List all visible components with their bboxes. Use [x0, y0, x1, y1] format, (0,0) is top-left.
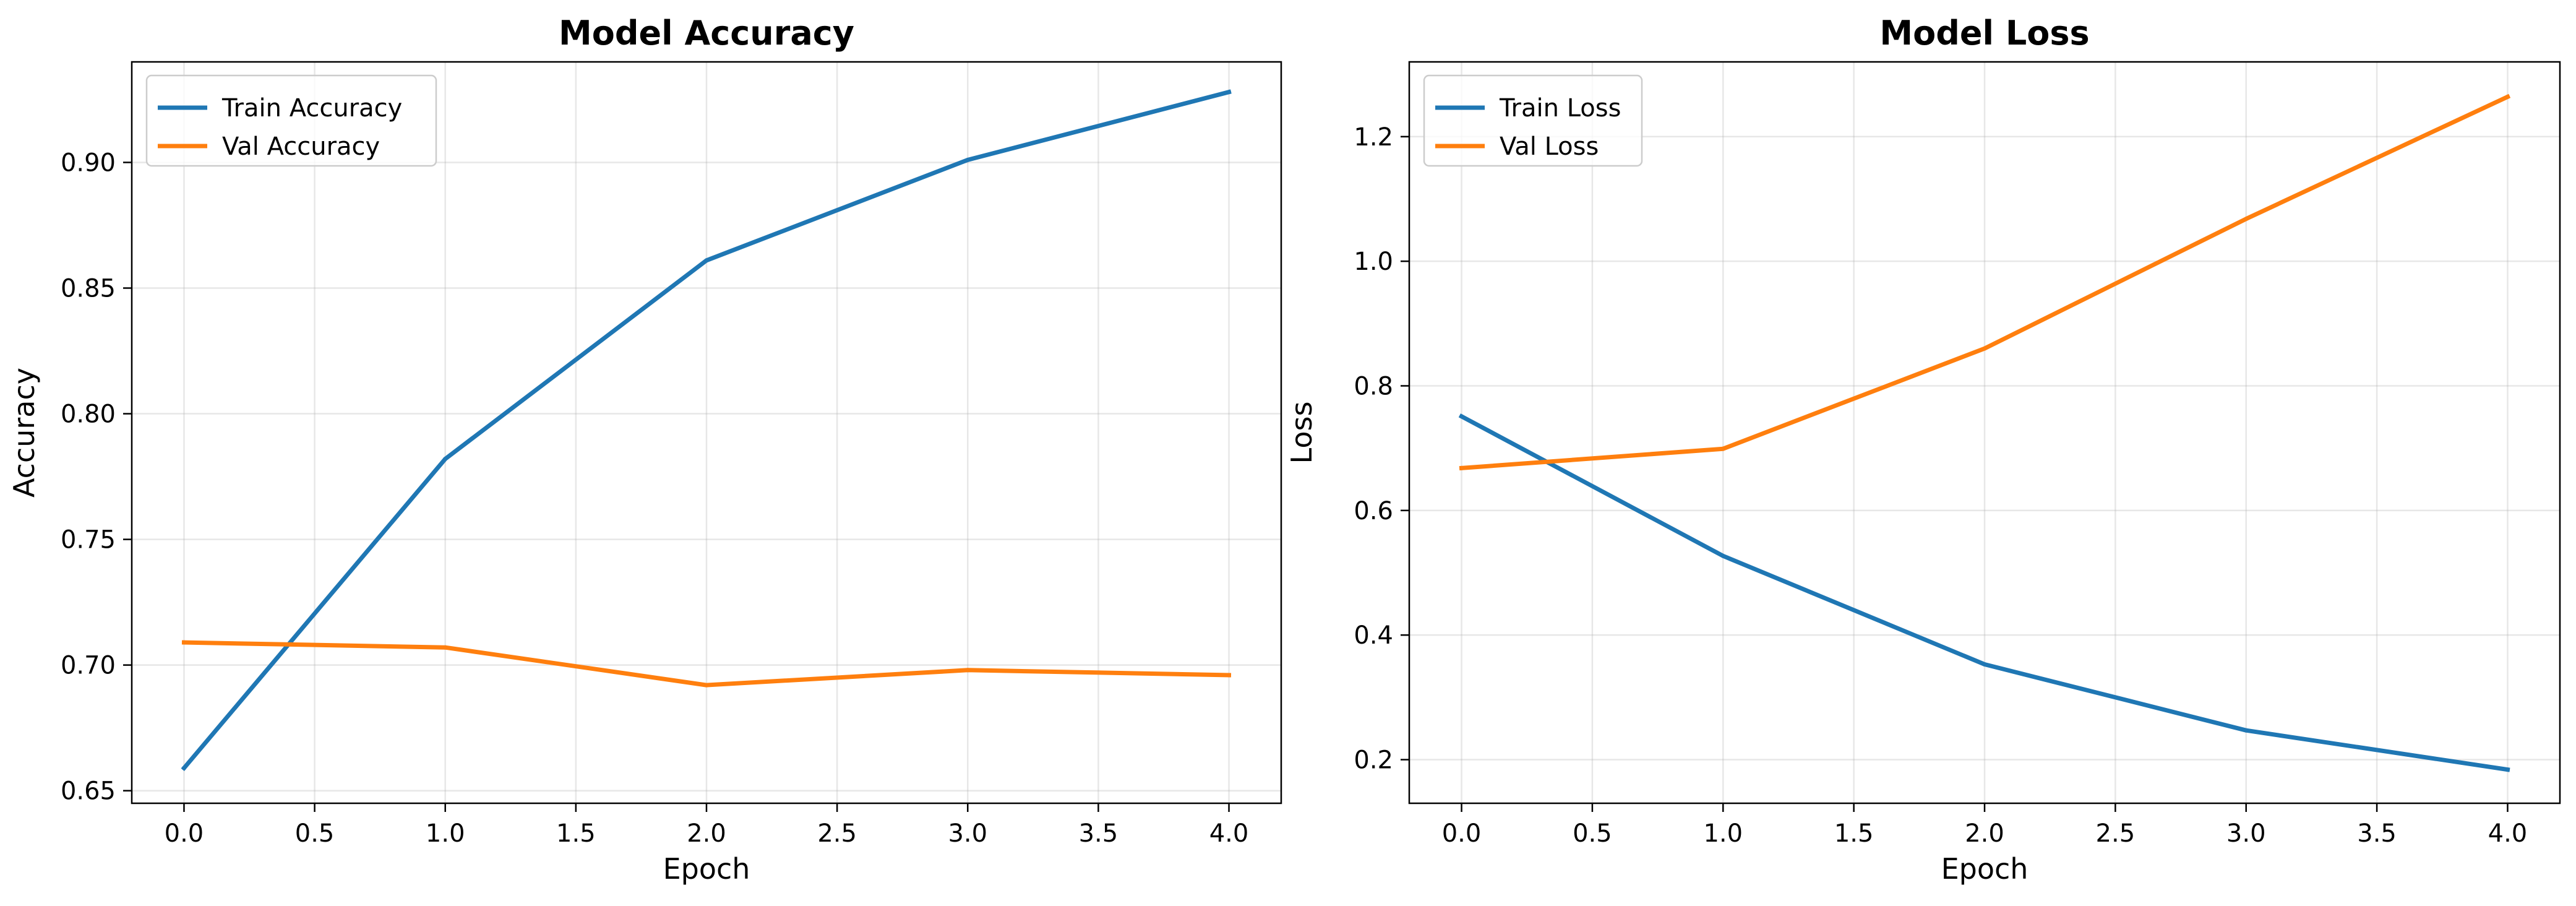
accuracy-y-tick-label-2: 0.75 — [61, 526, 116, 554]
accuracy-x-tick-label-1: 0.5 — [295, 819, 335, 848]
loss-chart-title: Model Loss — [1879, 14, 2089, 53]
accuracy-x-axis-label: Epoch — [663, 852, 750, 886]
loss-x-tick-label-6: 3.0 — [2226, 819, 2266, 848]
loss-x-tick-label-7: 3.5 — [2357, 819, 2397, 848]
data-point-train-accuracy-4 — [1227, 90, 1232, 95]
accuracy-x-tick-label-5: 2.5 — [817, 819, 857, 848]
data-point-train-accuracy-3 — [965, 157, 970, 162]
loss-legend: Train Loss Val Loss — [1423, 74, 1643, 167]
data-point-val-accuracy-1 — [443, 645, 448, 650]
accuracy-x-tick-label-3: 1.5 — [556, 819, 596, 848]
loss-x-tick-label-4: 2.0 — [1965, 819, 2004, 848]
loss-x-axis-label: Epoch — [1941, 852, 2029, 886]
data-point-val-accuracy-2 — [704, 683, 709, 688]
accuracy-y-tick-label-3: 0.80 — [61, 400, 116, 429]
data-point-train-loss-0 — [1459, 414, 1464, 419]
legend-label-val-accuracy: Val Accuracy — [222, 132, 380, 161]
loss-x-tick-label-2: 1.0 — [1703, 819, 1743, 848]
data-point-train-accuracy-1 — [443, 457, 448, 462]
loss-series-group — [1458, 93, 2511, 772]
accuracy-x-tick-label-0: 0.0 — [165, 819, 204, 848]
loss-y-tick-label-3: 0.8 — [1354, 372, 1393, 400]
loss-legend-frame — [1423, 74, 1643, 167]
accuracy-series-group — [181, 89, 1232, 772]
data-point-train-accuracy-0 — [181, 766, 186, 770]
accuracy-chart-panel: 0.0 0.5 1.0 1.5 2.0 2.5 3.0 3.5 4.0 0.65 0.70 0.75 0… — [7, 14, 1282, 886]
accuracy-legend-frame — [145, 74, 437, 167]
accuracy-x-tick-label-8: 4.0 — [1209, 819, 1249, 848]
loss-x-tick-label-3: 1.5 — [1834, 819, 1874, 848]
accuracy-x-tick-label-2: 1.0 — [426, 819, 465, 848]
accuracy-y-tick-label-4: 0.85 — [61, 274, 116, 303]
data-point-train-loss-2 — [1982, 662, 1987, 667]
data-point-val-loss-1 — [1720, 446, 1725, 451]
loss-y-tick-label-0: 0.2 — [1354, 746, 1393, 775]
loss-y-tick-label-1: 0.4 — [1354, 621, 1393, 650]
loss-y-tick-label-2: 0.6 — [1354, 497, 1393, 525]
loss-x-tick-label-0: 0.0 — [1442, 819, 1482, 848]
accuracy-chart-title: Model Accuracy — [559, 14, 854, 53]
data-point-train-loss-1 — [1720, 553, 1725, 558]
accuracy-y-tick-label-0: 0.65 — [61, 777, 116, 806]
accuracy-grid — [132, 62, 1281, 803]
loss-x-tick-label-8: 4.0 — [2488, 819, 2528, 848]
loss-y-axis-label: Loss — [1285, 402, 1318, 464]
loss-ticks: 0.0 0.5 1.0 1.5 2.0 2.5 3.0 3.5 4.0 0.2 0.4 0.6 0.8 1… — [1354, 123, 2527, 848]
accuracy-y-axis-label: Accuracy — [7, 368, 41, 498]
legend-label-train-loss: Train Loss — [1499, 94, 1621, 123]
accuracy-y-tick-label-1: 0.70 — [61, 652, 116, 680]
data-point-train-accuracy-2 — [704, 258, 709, 263]
accuracy-x-tick-label-7: 3.5 — [1079, 819, 1118, 848]
legend-label-train-accuracy: Train Accuracy — [221, 94, 402, 123]
loss-chart-panel: 0.0 0.5 1.0 1.5 2.0 2.5 3.0 3.5 4.0 0.2 0.4 0.6 0.8 1… — [1285, 14, 2561, 886]
accuracy-x-tick-label-4: 2.0 — [687, 819, 726, 848]
legend-label-val-loss: Val Loss — [1500, 132, 1599, 161]
loss-y-tick-label-4: 1.0 — [1354, 248, 1393, 276]
loss-x-tick-label-1: 0.5 — [1573, 819, 1612, 848]
data-point-val-accuracy-0 — [181, 640, 186, 645]
data-point-val-loss-0 — [1459, 465, 1464, 470]
accuracy-ticks: 0.0 0.5 1.0 1.5 2.0 2.5 3.0 3.5 4.0 0.65 0.70 0.75 0… — [61, 149, 1248, 848]
accuracy-legend: Train Accuracy Val Accuracy — [145, 74, 437, 167]
loss-x-tick-label-5: 2.5 — [2096, 819, 2136, 848]
data-point-val-loss-3 — [2244, 217, 2249, 222]
data-point-val-loss-2 — [1982, 346, 1987, 351]
loss-y-tick-label-5: 1.2 — [1354, 123, 1393, 152]
accuracy-x-tick-label-6: 3.0 — [948, 819, 987, 848]
accuracy-y-tick-label-5: 0.90 — [61, 149, 116, 177]
data-point-val-accuracy-3 — [965, 668, 970, 673]
data-point-train-loss-3 — [2244, 728, 2249, 733]
data-point-val-accuracy-4 — [1227, 673, 1232, 678]
loss-grid — [1409, 62, 2560, 803]
data-point-val-loss-4 — [2505, 94, 2510, 99]
data-point-train-loss-4 — [2505, 767, 2510, 772]
